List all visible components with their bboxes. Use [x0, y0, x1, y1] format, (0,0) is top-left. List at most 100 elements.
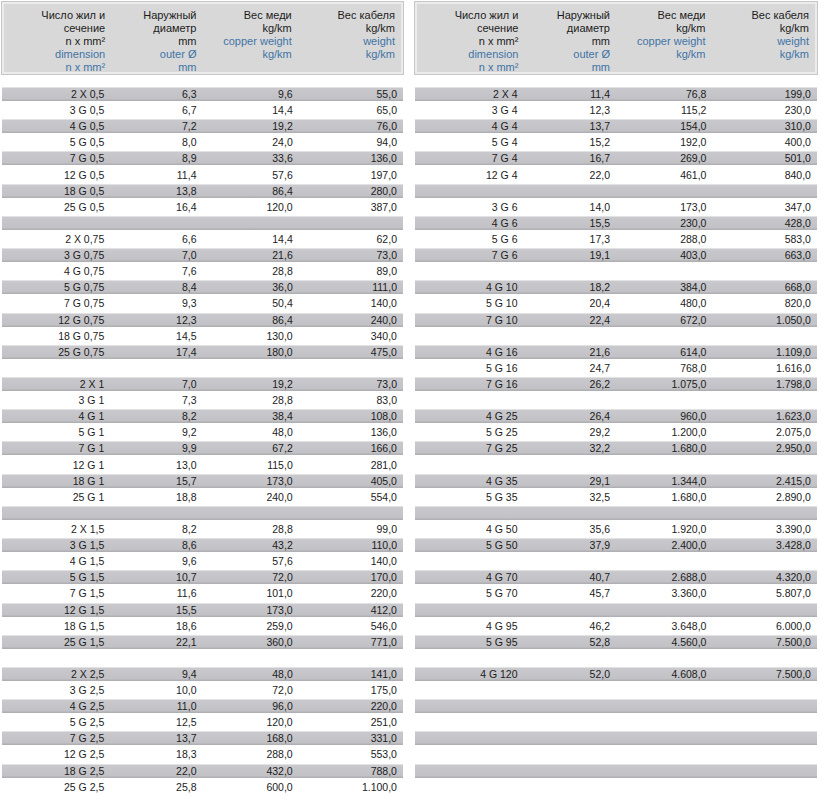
header-outer-ru-line1: Наружный — [524, 9, 610, 22]
table-row: 7 G 19,967,2166,0 — [2, 441, 403, 457]
cell-outer-diameter: 40,7 — [524, 570, 616, 586]
cell-dimension: 4 G 1,5 — [2, 554, 110, 570]
cell-cable-weight: 73,0 — [299, 377, 403, 393]
cell-outer-diameter: 7,6 — [110, 264, 202, 280]
cell-copper-weight: 28,8 — [202, 264, 298, 280]
cell-copper-weight: 48,0 — [202, 425, 298, 441]
header-copper-en-line1: copper weight — [202, 35, 291, 48]
table-row: 7 G 1626,21.075,01.798,0 — [415, 377, 817, 393]
header-outer-unit: mm — [524, 35, 610, 48]
cell-outer-diameter: 9,9 — [110, 441, 202, 457]
cell-copper-weight: 38,4 — [202, 409, 298, 425]
table-header-right: Число жил и сечение n x mm² dimension n … — [415, 2, 817, 74]
cell-copper-weight: 76,8 — [616, 87, 712, 103]
cell-cable-weight: 5.807,0 — [712, 586, 817, 602]
table-row: 2 X 0,756,614,462,0 — [2, 232, 403, 248]
cell-outer-diameter: 35,6 — [524, 522, 616, 538]
cell-dimension: 5 G 0,5 — [2, 135, 110, 151]
cell-cable-weight: 230,0 — [712, 103, 817, 119]
cell-dimension: 4 G 70 — [415, 570, 524, 586]
cell-copper-weight: 57,6 — [202, 554, 298, 570]
cell-copper-weight: 67,2 — [202, 441, 298, 457]
header-outer-ru-line1: Наружный — [111, 9, 196, 22]
table-row: 25 G 0,516,4120,0387,0 — [2, 200, 403, 216]
table-row: 7 G 0,759,350,4140,0 — [2, 296, 403, 312]
cell-cable-weight: 771,0 — [299, 635, 403, 651]
table-row: 3 G 2,510,072,0175,0 — [2, 683, 403, 699]
header-outer-diameter: Наружный диаметр mm outer Ø mm — [111, 9, 202, 74]
cell-outer-diameter: 15,2 — [524, 135, 616, 151]
cell-dimension: 3 G 2,5 — [2, 683, 110, 699]
cell-cable-weight: 7.500,0 — [712, 667, 817, 683]
cell-copper-weight: 180,0 — [202, 345, 298, 361]
table-row: 3 G 412,3115,2230,0 — [415, 103, 817, 119]
cell-cable-weight: 280,0 — [299, 184, 403, 200]
cell-cable-weight: 170,0 — [299, 570, 403, 586]
cell-outer-diameter: 12,5 — [110, 715, 202, 731]
table-row: 12 G 0,511,457,6197,0 — [2, 168, 403, 184]
header-outer-en-line2: mm — [111, 61, 196, 74]
cell-copper-weight: 28,8 — [202, 522, 298, 538]
cell-dimension: 25 G 2,5 — [2, 780, 110, 796]
header-dimension: Число жил и сечение n x mm² dimension n … — [4, 9, 111, 74]
cell-cable-weight: 400,0 — [712, 135, 817, 151]
table-row: 4 G 0,57,219,276,0 — [2, 119, 403, 135]
table-row: 2 X 17,019,273,0 — [2, 377, 403, 393]
cell-outer-diameter: 29,2 — [524, 425, 616, 441]
table-row: 3 G 0,56,714,465,0 — [2, 103, 403, 119]
table-row: 4 G 1,59,657,6140,0 — [2, 554, 403, 570]
header-dimension-ru-line1: Число жил и — [417, 9, 518, 22]
table-rows-right: 2 X 411,476,8199,03 G 412,3115,2230,04 G… — [415, 87, 817, 796]
header-cable-en-line2: kg/km — [298, 48, 395, 61]
cell-copper-weight: 3.360,0 — [616, 586, 712, 602]
spacer-row — [415, 699, 817, 715]
cell-cable-weight: 668,0 — [712, 280, 817, 296]
cell-outer-diameter: 18,3 — [110, 747, 202, 763]
header-copper-en-line1: copper weight — [616, 35, 706, 48]
header-dimension-en-line2: n x mm² — [417, 61, 518, 74]
table-row: 2 X 2,59,448,0141,0 — [2, 667, 403, 683]
cell-dimension: 5 G 25 — [415, 425, 524, 441]
cell-outer-diameter: 6,7 — [110, 103, 202, 119]
header-dimension-ru-line2: сечение — [4, 22, 105, 35]
cell-cable-weight: 220,0 — [299, 699, 403, 715]
table-row: 25 G 118,8240,0554,0 — [2, 490, 403, 506]
cell-cable-weight: 76,0 — [299, 119, 403, 135]
table-rows-left: 2 X 0,56,39,655,03 G 0,56,714,465,04 G 0… — [2, 87, 403, 796]
cell-outer-diameter: 6,6 — [110, 232, 202, 248]
cell-dimension: 7 G 0,5 — [2, 151, 110, 167]
cell-outer-diameter: 7,2 — [110, 119, 202, 135]
spacer-row — [415, 458, 817, 474]
cell-cable-weight: 820,0 — [712, 296, 817, 312]
header-dimension-unit: n x mm² — [4, 35, 105, 48]
cell-cable-weight: 199,0 — [712, 87, 817, 103]
spacer-row — [415, 747, 817, 763]
cell-outer-diameter: 10,0 — [110, 683, 202, 699]
cell-copper-weight: 19,2 — [202, 377, 298, 393]
header-dimension: Число жил и сечение n x mm² dimension n … — [417, 9, 524, 74]
cell-dimension: 7 G 1 — [2, 441, 110, 457]
table-row: 4 G 5035,61.920,03.390,0 — [415, 522, 817, 538]
cell-cable-weight: 1.109,0 — [712, 345, 817, 361]
cell-outer-diameter: 10,7 — [110, 570, 202, 586]
cell-cable-weight: 2.950,0 — [712, 441, 817, 457]
header-outer-en-line2: mm — [524, 61, 610, 74]
cell-copper-weight: 1.200,0 — [616, 425, 712, 441]
cell-cable-weight: 340,0 — [299, 329, 403, 345]
cell-cable-weight: 1.616,0 — [712, 361, 817, 377]
cell-dimension: 4 G 16 — [415, 345, 524, 361]
cell-copper-weight: 86,4 — [202, 313, 298, 329]
cell-dimension: 5 G 50 — [415, 538, 524, 554]
cell-cable-weight: 553,0 — [299, 747, 403, 763]
cell-copper-weight: 403,0 — [616, 248, 712, 264]
cell-dimension: 4 G 0,75 — [2, 264, 110, 280]
cell-outer-diameter: 13,8 — [110, 184, 202, 200]
table-row: 5 G 2529,21.200,02.075,0 — [415, 425, 817, 441]
cell-copper-weight: 192,0 — [616, 135, 712, 151]
cell-copper-weight: 288,0 — [616, 232, 712, 248]
cell-outer-diameter: 8,4 — [110, 280, 202, 296]
cell-copper-weight: 86,4 — [202, 184, 298, 200]
cell-cable-weight: 175,0 — [299, 683, 403, 699]
cell-cable-weight: 140,0 — [299, 296, 403, 312]
cell-dimension: 7 G 1,5 — [2, 586, 110, 602]
